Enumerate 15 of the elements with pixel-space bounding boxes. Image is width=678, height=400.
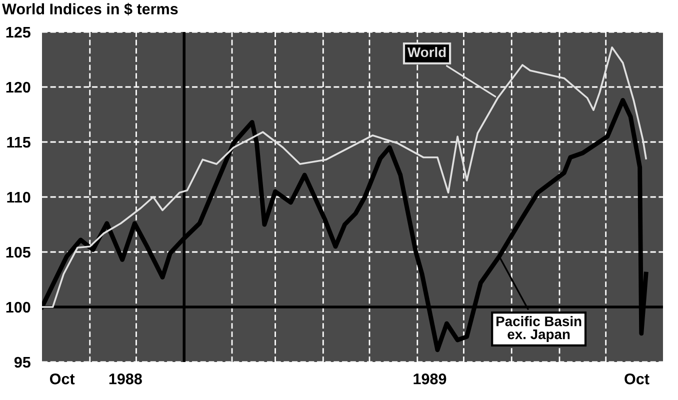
y-tick-label: 95 <box>14 356 30 368</box>
y-tick-label: 110 <box>7 192 30 203</box>
chart-title: World Indices in $ terms <box>2 2 178 16</box>
x-tick-label: 1989 <box>414 374 446 384</box>
x-tick-label: 1988 <box>109 374 142 384</box>
y-tick-label: 105 <box>6 246 30 258</box>
text: World <box>407 46 446 58</box>
y-tick-label: 115 <box>7 137 30 148</box>
y-tick-label: 125 <box>6 26 30 38</box>
series-label: Pacific Basin ex. Japan <box>496 316 582 342</box>
x-tick-label: Oct <box>50 374 75 384</box>
line-series <box>42 46 647 308</box>
y-tick-label: 120 <box>6 82 30 93</box>
y-tick-label: 100 <box>6 302 30 313</box>
x-tick-label: Oct <box>624 374 650 384</box>
